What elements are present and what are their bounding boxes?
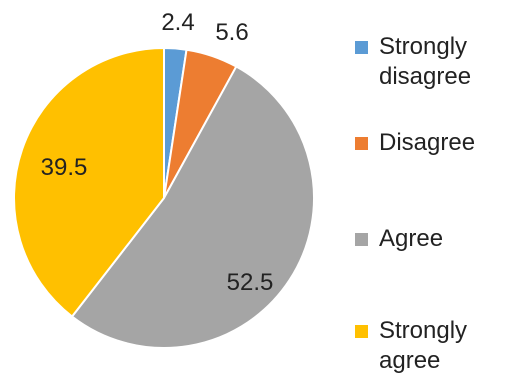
legend-swatch-agree: [355, 233, 368, 246]
pie-slice-strongly-agree: [13, 46, 165, 318]
pie-data-labels: 2.4 5.6 52.5 39.5: [41, 9, 274, 296]
data-label-strongly-agree: 39.5: [41, 154, 88, 181]
legend-swatch-strongly-agree: [355, 325, 368, 338]
pie-slice-agree: [70, 65, 315, 349]
legend-swatch-disagree: [355, 137, 368, 150]
legend-label-strongly-disagree: Strongly disagree: [379, 33, 472, 90]
data-label-disagree: 5.6: [215, 19, 248, 46]
legend-label-agree: Agree: [379, 225, 444, 252]
data-label-strongly-disagree: 2.4: [161, 9, 194, 36]
legend-swatch-strongly-disagree: [355, 41, 368, 54]
legend-label-strongly-agree: Strongly agree: [379, 317, 468, 374]
data-label-agree: 52.5: [227, 269, 274, 296]
pie-slices: [13, 46, 315, 349]
legend-label-disagree: Disagree: [379, 129, 476, 156]
